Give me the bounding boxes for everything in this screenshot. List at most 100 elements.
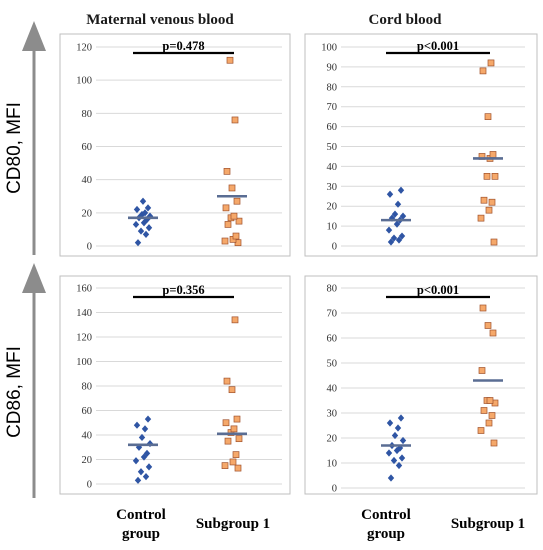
y-tick-label: 80	[82, 382, 93, 393]
control-point	[134, 239, 142, 247]
subgroup-point	[491, 173, 499, 180]
y-tick-label: 120	[76, 333, 92, 344]
panel-frame	[59, 275, 291, 495]
subgroup-point	[226, 56, 234, 64]
subgroup-point	[485, 419, 493, 427]
subgroup-point	[488, 412, 496, 419]
control-point	[143, 215, 151, 224]
y-tick-label: 100	[76, 357, 92, 368]
control-point	[141, 425, 149, 433]
y-tick-label: 80	[327, 284, 338, 295]
control-point	[399, 436, 407, 445]
subgroup-point	[232, 232, 240, 240]
subgroup-point	[480, 407, 488, 414]
control-point	[387, 238, 395, 246]
control-point	[391, 210, 399, 218]
y-tick-label: 70	[327, 102, 338, 113]
control-point	[399, 212, 407, 220]
y-tick-label: 50	[327, 142, 338, 153]
control-point	[391, 431, 399, 440]
y-tick-label: 10	[327, 222, 338, 233]
y-tick-label: 160	[76, 284, 92, 295]
subgroup-point	[480, 196, 488, 204]
panel-maternal-cd86: 0 20 40 60 80 100 120 140 160 p=0.356	[59, 275, 291, 495]
p-value-label: p=0.478	[162, 39, 204, 53]
control-point	[134, 476, 142, 484]
control-point	[141, 209, 149, 217]
subgroup-point	[233, 415, 241, 423]
control-point	[137, 468, 145, 476]
y-tick-label: 40	[82, 175, 93, 186]
subgroup-point	[233, 197, 241, 205]
y-tick-label: 30	[327, 409, 338, 420]
subgroup-point	[485, 206, 493, 214]
panel-cord-cd80: 0 10 20 30 40 50 60 70 80 90 100 p<0.001	[304, 33, 538, 257]
xlabel-left-control-line2: group	[122, 526, 160, 542]
control-point	[138, 210, 146, 219]
control-point	[395, 236, 403, 244]
control-point	[142, 473, 150, 481]
panel-frame	[304, 33, 538, 257]
control-point	[387, 474, 395, 482]
control-point	[140, 219, 148, 227]
column-title-maternal: Maternal venous blood	[86, 12, 234, 28]
y-tick-label: 80	[82, 109, 93, 120]
panel-frame	[304, 275, 538, 495]
control-point	[397, 414, 405, 422]
subgroup-point	[484, 113, 492, 121]
y-tick-label: 30	[327, 182, 338, 193]
y-tick-label: 10	[327, 459, 338, 470]
subgroup-point	[483, 173, 491, 180]
p-value-label: p<0.001	[417, 283, 459, 297]
y-tick-label: 20	[82, 208, 93, 219]
control-point	[145, 224, 153, 232]
y-tick-label: 40	[327, 384, 338, 395]
xlabel-right-control-line2: group	[367, 526, 405, 542]
control-point	[385, 226, 393, 234]
subgroup-point	[488, 198, 496, 206]
control-point	[398, 232, 406, 240]
y-tick-label: 140	[76, 308, 92, 319]
xlabel-right-subgroup: Subgroup 1	[451, 516, 525, 532]
y-tick-label: 70	[327, 309, 338, 320]
subgroup-point	[222, 204, 230, 212]
y-tick-label: 120	[76, 43, 92, 54]
control-point	[140, 453, 148, 461]
subgroup-point	[235, 217, 243, 225]
y-tick-label: 0	[332, 242, 337, 253]
control-point	[138, 433, 146, 442]
control-point	[145, 463, 153, 471]
control-point	[146, 212, 154, 220]
subgroup-point	[229, 458, 237, 466]
row-label-cd86: CD86, MFI	[4, 346, 25, 438]
control-point	[395, 461, 403, 470]
y-tick-label: 20	[327, 434, 338, 445]
p-value-label: p<0.001	[417, 39, 459, 53]
panel-cord-cd86: 0 10 20 30 40 50 60 70 80 p<0.001	[304, 275, 538, 495]
control-point	[386, 419, 394, 427]
control-point	[398, 454, 406, 462]
control-point	[132, 457, 140, 465]
y-tick-label: 20	[82, 455, 93, 466]
subgroup-point	[487, 59, 495, 67]
control-point	[142, 230, 150, 238]
control-point	[133, 421, 141, 429]
subgroup-point	[224, 221, 232, 228]
subgroup-point	[224, 437, 232, 445]
subgroup-point	[228, 386, 236, 394]
subgroup-point	[489, 329, 497, 337]
xlabel-left-subgroup: Subgroup 1	[196, 516, 270, 532]
xlabel-right-control-line1: Control	[361, 507, 411, 523]
y-tick-label: 60	[82, 406, 93, 417]
subgroup-point	[231, 116, 239, 124]
subgroup-point	[221, 462, 229, 469]
p-value-label: p=0.356	[162, 283, 204, 297]
y-tick-label: 100	[76, 76, 92, 87]
y-tick-label: 60	[327, 122, 338, 133]
subgroup-point	[223, 377, 231, 385]
control-point	[385, 449, 393, 457]
xlabel-left-control-line1: Control	[116, 507, 166, 523]
y-tick-label: 20	[327, 202, 338, 213]
subgroup-point	[479, 67, 487, 75]
